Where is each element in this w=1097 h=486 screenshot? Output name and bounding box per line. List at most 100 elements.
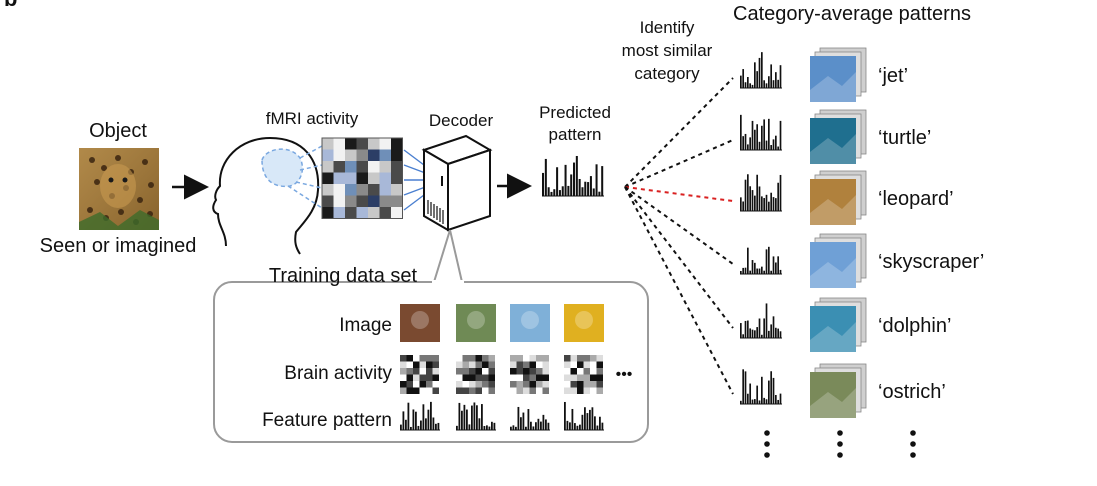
training-brain-voxel: [482, 368, 489, 375]
training-feature-bar: [466, 409, 468, 430]
category-label: ‘jet’: [878, 65, 908, 87]
training-feature-bar: [520, 417, 522, 430]
training-feature-bar: [407, 402, 410, 430]
category-pattern-bar: [742, 201, 745, 211]
training-feature-bar: [456, 425, 458, 430]
training-feature-bar: [471, 405, 473, 430]
training-brain-voxel: [406, 355, 413, 362]
training-brain-voxel: [426, 368, 433, 375]
training-brain-voxel: [542, 381, 549, 388]
category-pattern-bar: [756, 174, 759, 211]
fmri-voxel: [368, 149, 380, 161]
training-brain-voxel: [564, 374, 571, 381]
match-line: [624, 77, 734, 188]
training-brain-voxel: [432, 374, 439, 381]
fmri-voxel: [322, 172, 334, 184]
category-pattern-bar: [744, 267, 747, 274]
training-brain-voxel: [475, 374, 482, 381]
training-feature-bar: [510, 426, 512, 430]
training-feature-bar: [400, 424, 402, 430]
training-brain-voxel: [488, 387, 495, 394]
match-line: [624, 139, 734, 188]
predicted-bar: [575, 155, 578, 196]
training-brain-voxel: [529, 355, 536, 362]
fmri-voxel: [391, 161, 403, 173]
training-brain-voxel: [413, 381, 420, 388]
category-thumb-image: [810, 242, 856, 288]
training-brain-voxel: [462, 381, 469, 388]
predicted-bar: [589, 176, 592, 196]
fmri-voxel: [322, 184, 334, 196]
training-brain-voxel: [529, 374, 536, 381]
fmri-voxel: [345, 184, 357, 196]
category-pattern-bar: [763, 270, 766, 274]
training-feature-bar: [594, 416, 596, 430]
training-feature-bar: [405, 419, 407, 430]
category-pattern-bar: [754, 195, 756, 211]
category-pattern-bar: [761, 376, 763, 404]
training-feature-bar: [601, 422, 604, 430]
training-image-detail: [411, 311, 429, 329]
training-brain-voxel: [510, 381, 517, 388]
fmri-voxel: [322, 161, 334, 173]
training-feature-bar: [515, 426, 517, 430]
category-pattern-bar: [751, 399, 754, 404]
training-brain-voxel: [482, 374, 489, 381]
training-brain-voxel: [596, 355, 603, 362]
training-brain-voxel: [469, 374, 476, 381]
training-brain-voxel: [475, 368, 482, 375]
object-label: Object: [89, 120, 147, 142]
training-brain-voxel: [536, 361, 543, 368]
training-ellipsis: •••: [616, 366, 633, 383]
training-title: Training data set: [269, 265, 418, 287]
identify-label-line3: category: [634, 64, 700, 83]
category-pattern-bar: [751, 190, 754, 211]
training-brain-voxel: [488, 374, 495, 381]
training-brain-voxel: [590, 368, 597, 375]
category-pattern-bar: [747, 247, 749, 274]
training-image: [564, 304, 604, 342]
training-brain-voxel: [419, 387, 426, 394]
training-brain-voxel: [469, 381, 476, 388]
training-feature-bar: [437, 422, 440, 430]
training-brain-voxel: [406, 387, 413, 394]
category-pattern-bar: [775, 327, 777, 338]
fmri-voxel: [333, 138, 345, 150]
training-feature-bar: [596, 425, 599, 430]
training-brain-voxel: [456, 361, 463, 368]
fmri-voxel: [391, 138, 403, 150]
training-feature-bar: [542, 414, 545, 430]
category-pattern-bar: [754, 129, 756, 150]
category-thumb-image: [810, 372, 856, 418]
fmri-voxel: [391, 149, 403, 161]
training-image-detail: [467, 311, 485, 329]
training-brain-voxel: [529, 368, 536, 375]
category-thumb-detail: [810, 72, 856, 102]
training-brain-voxel: [590, 374, 597, 381]
predicted-bar: [573, 162, 576, 196]
predicted-bar: [561, 186, 564, 196]
category-pattern-bar: [756, 327, 759, 338]
training-feature-bar: [522, 412, 525, 430]
training-brain-voxel: [413, 387, 420, 394]
training-feature-bar: [525, 426, 527, 430]
training-brain-voxel: [413, 355, 420, 362]
category-pattern-bar: [761, 125, 763, 150]
training-brain-voxel: [523, 381, 530, 388]
training-feature-bar: [476, 405, 478, 430]
category-pattern-bar: [747, 320, 749, 338]
training-item: [510, 304, 550, 431]
predicted-bar: [547, 187, 550, 196]
category-row: ‘ostrich’: [624, 186, 946, 418]
training-feature-bar: [488, 426, 491, 430]
training-brain-voxel: [510, 361, 517, 368]
training-brain-voxel: [583, 361, 590, 368]
head-outline-icon: [212, 136, 320, 255]
training-image: [456, 304, 496, 342]
training-brain-voxel: [488, 355, 495, 362]
fmri-voxel: [356, 161, 368, 173]
more-categories-ellipsis: [764, 430, 916, 458]
category-pattern-bar: [775, 72, 777, 88]
fmri-voxel: [356, 207, 368, 219]
match-line: [624, 186, 734, 265]
